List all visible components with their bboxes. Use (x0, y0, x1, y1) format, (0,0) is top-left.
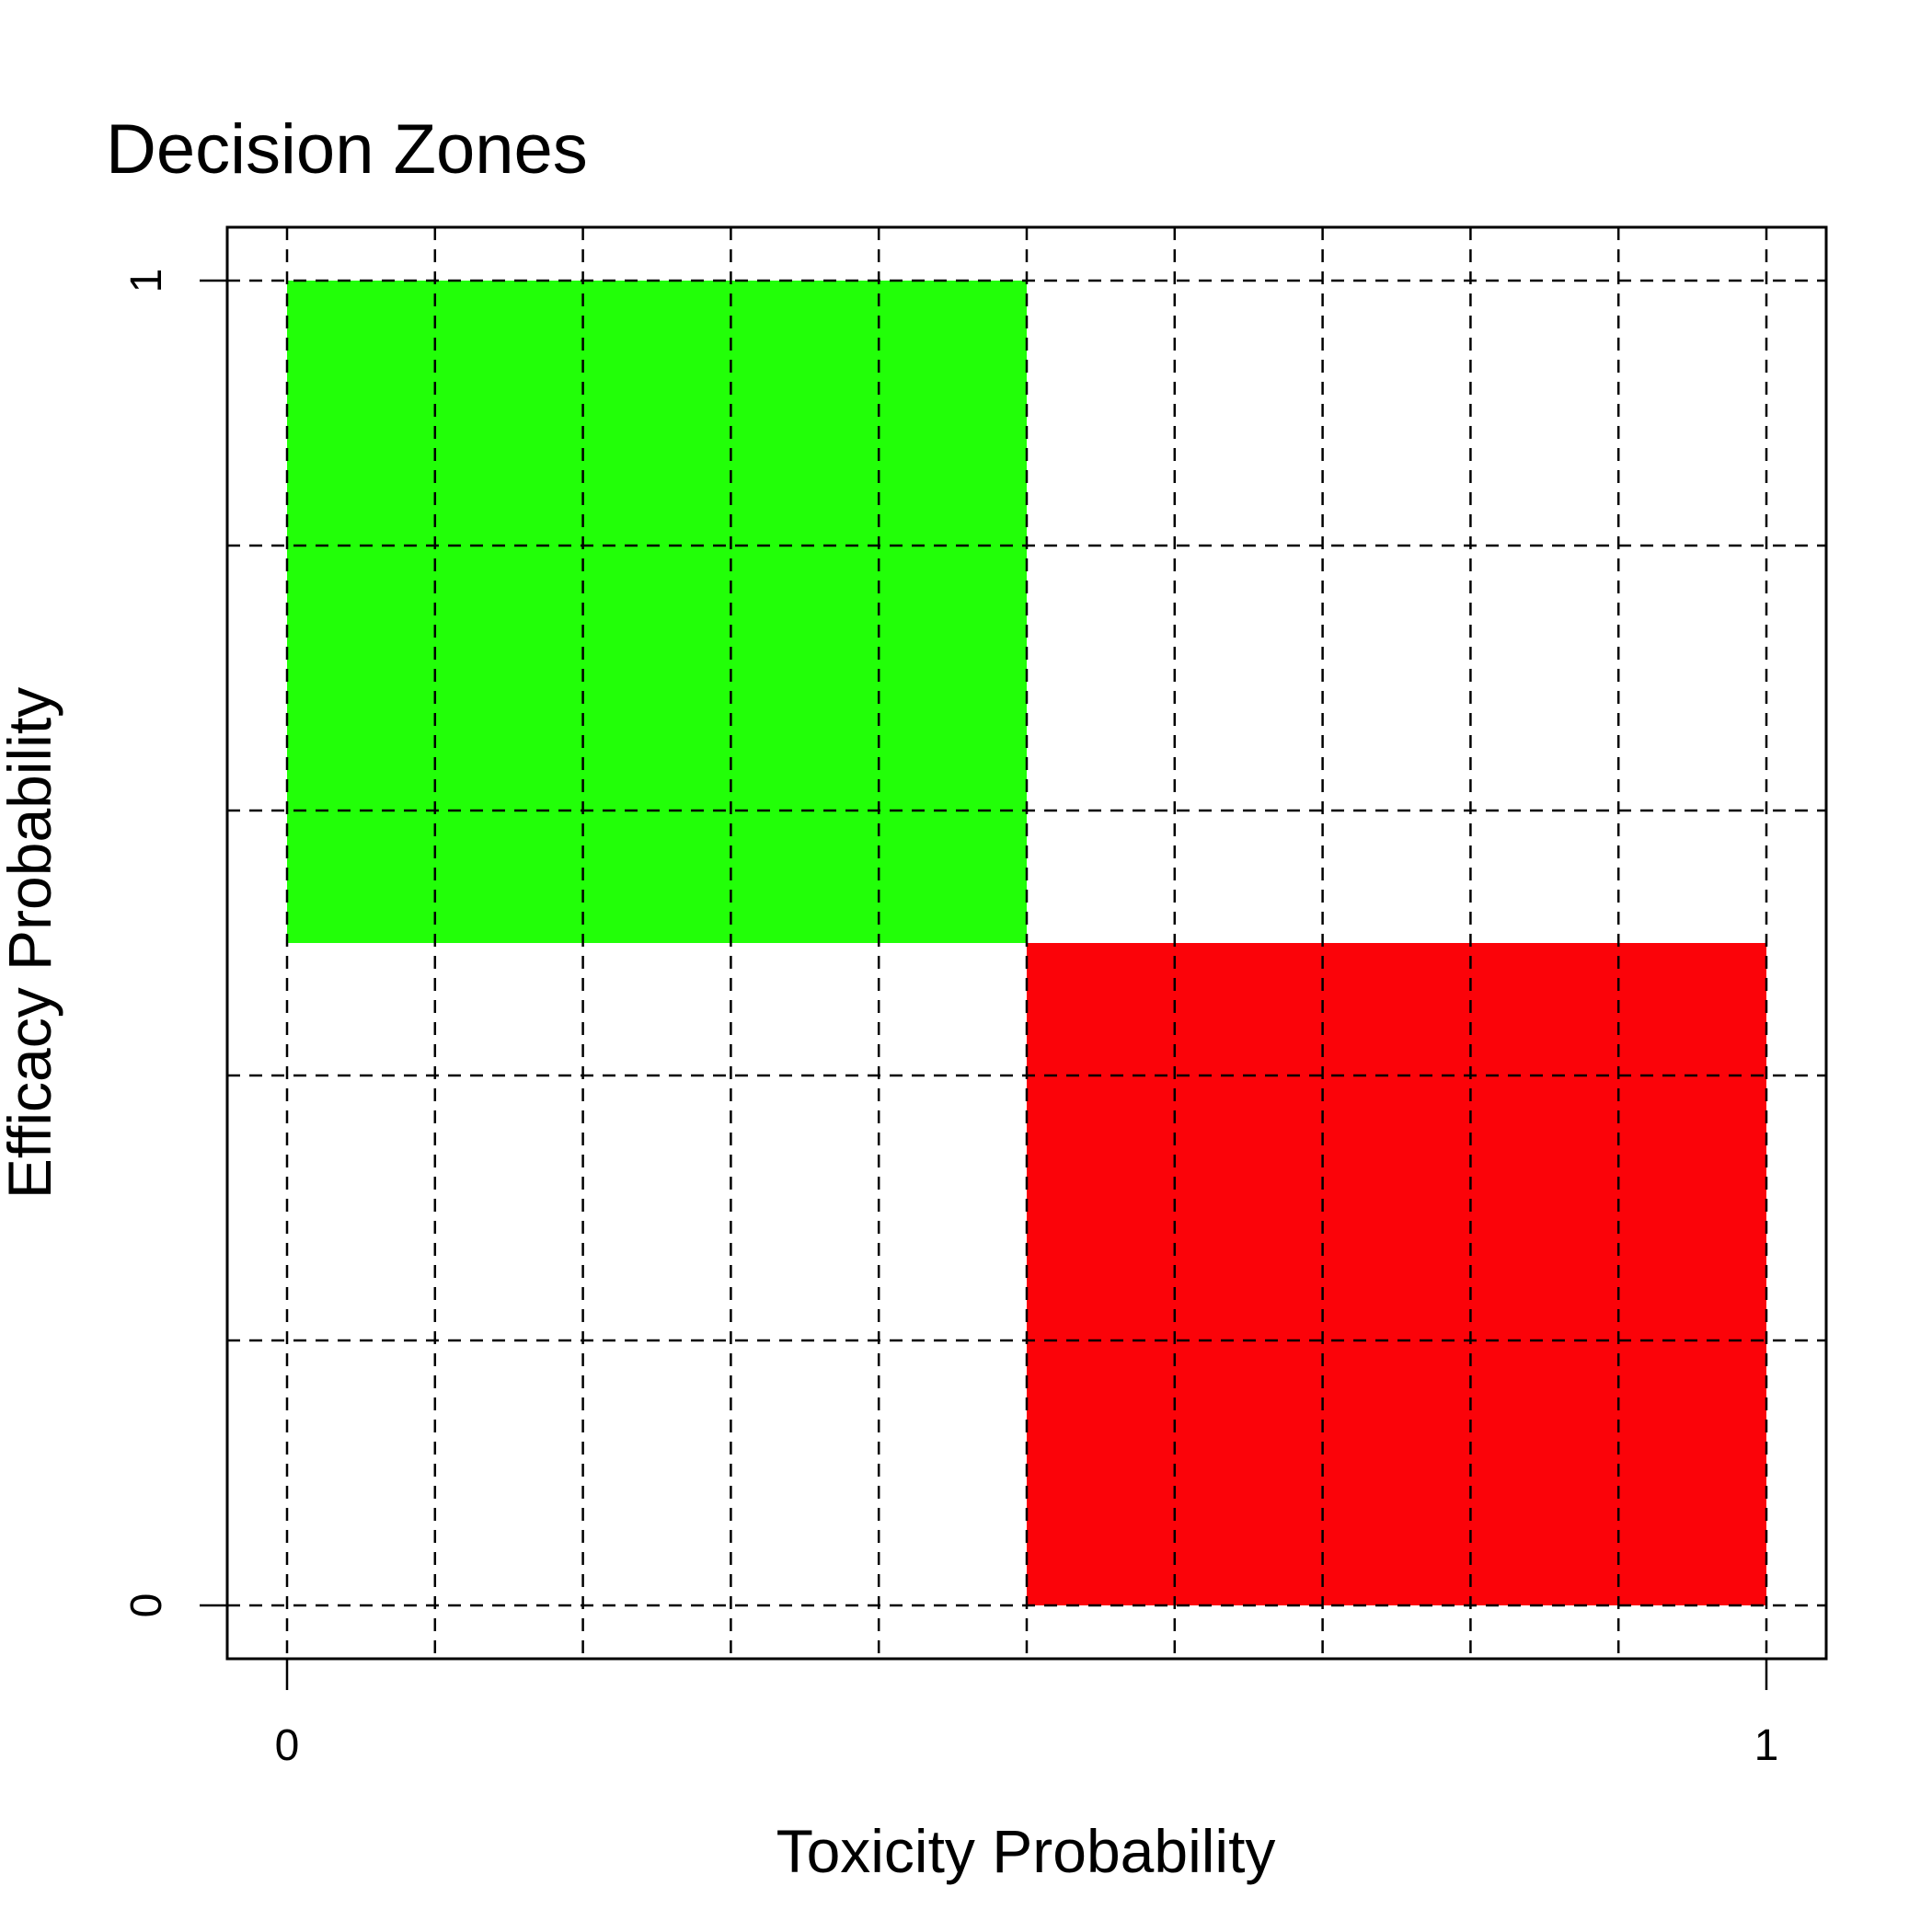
axes-layer: 0 1 0 1 (122, 269, 1778, 1770)
chart-title: Decision Zones (106, 110, 588, 189)
zone-rect-1 (1027, 943, 1766, 1605)
zone-rect-0 (287, 281, 1027, 943)
y-tick-label-1: 1 (122, 269, 171, 293)
grid-layer (227, 227, 1826, 1659)
y-axis-title: Efficacy Probability (0, 687, 63, 1199)
zones-layer (287, 281, 1766, 1605)
y-tick-label-0: 0 (122, 1593, 171, 1618)
x-tick-label-1: 1 (1754, 1721, 1779, 1770)
x-tick-label-0: 0 (275, 1721, 300, 1770)
x-axis-title: Toxicity Probability (776, 1817, 1276, 1885)
